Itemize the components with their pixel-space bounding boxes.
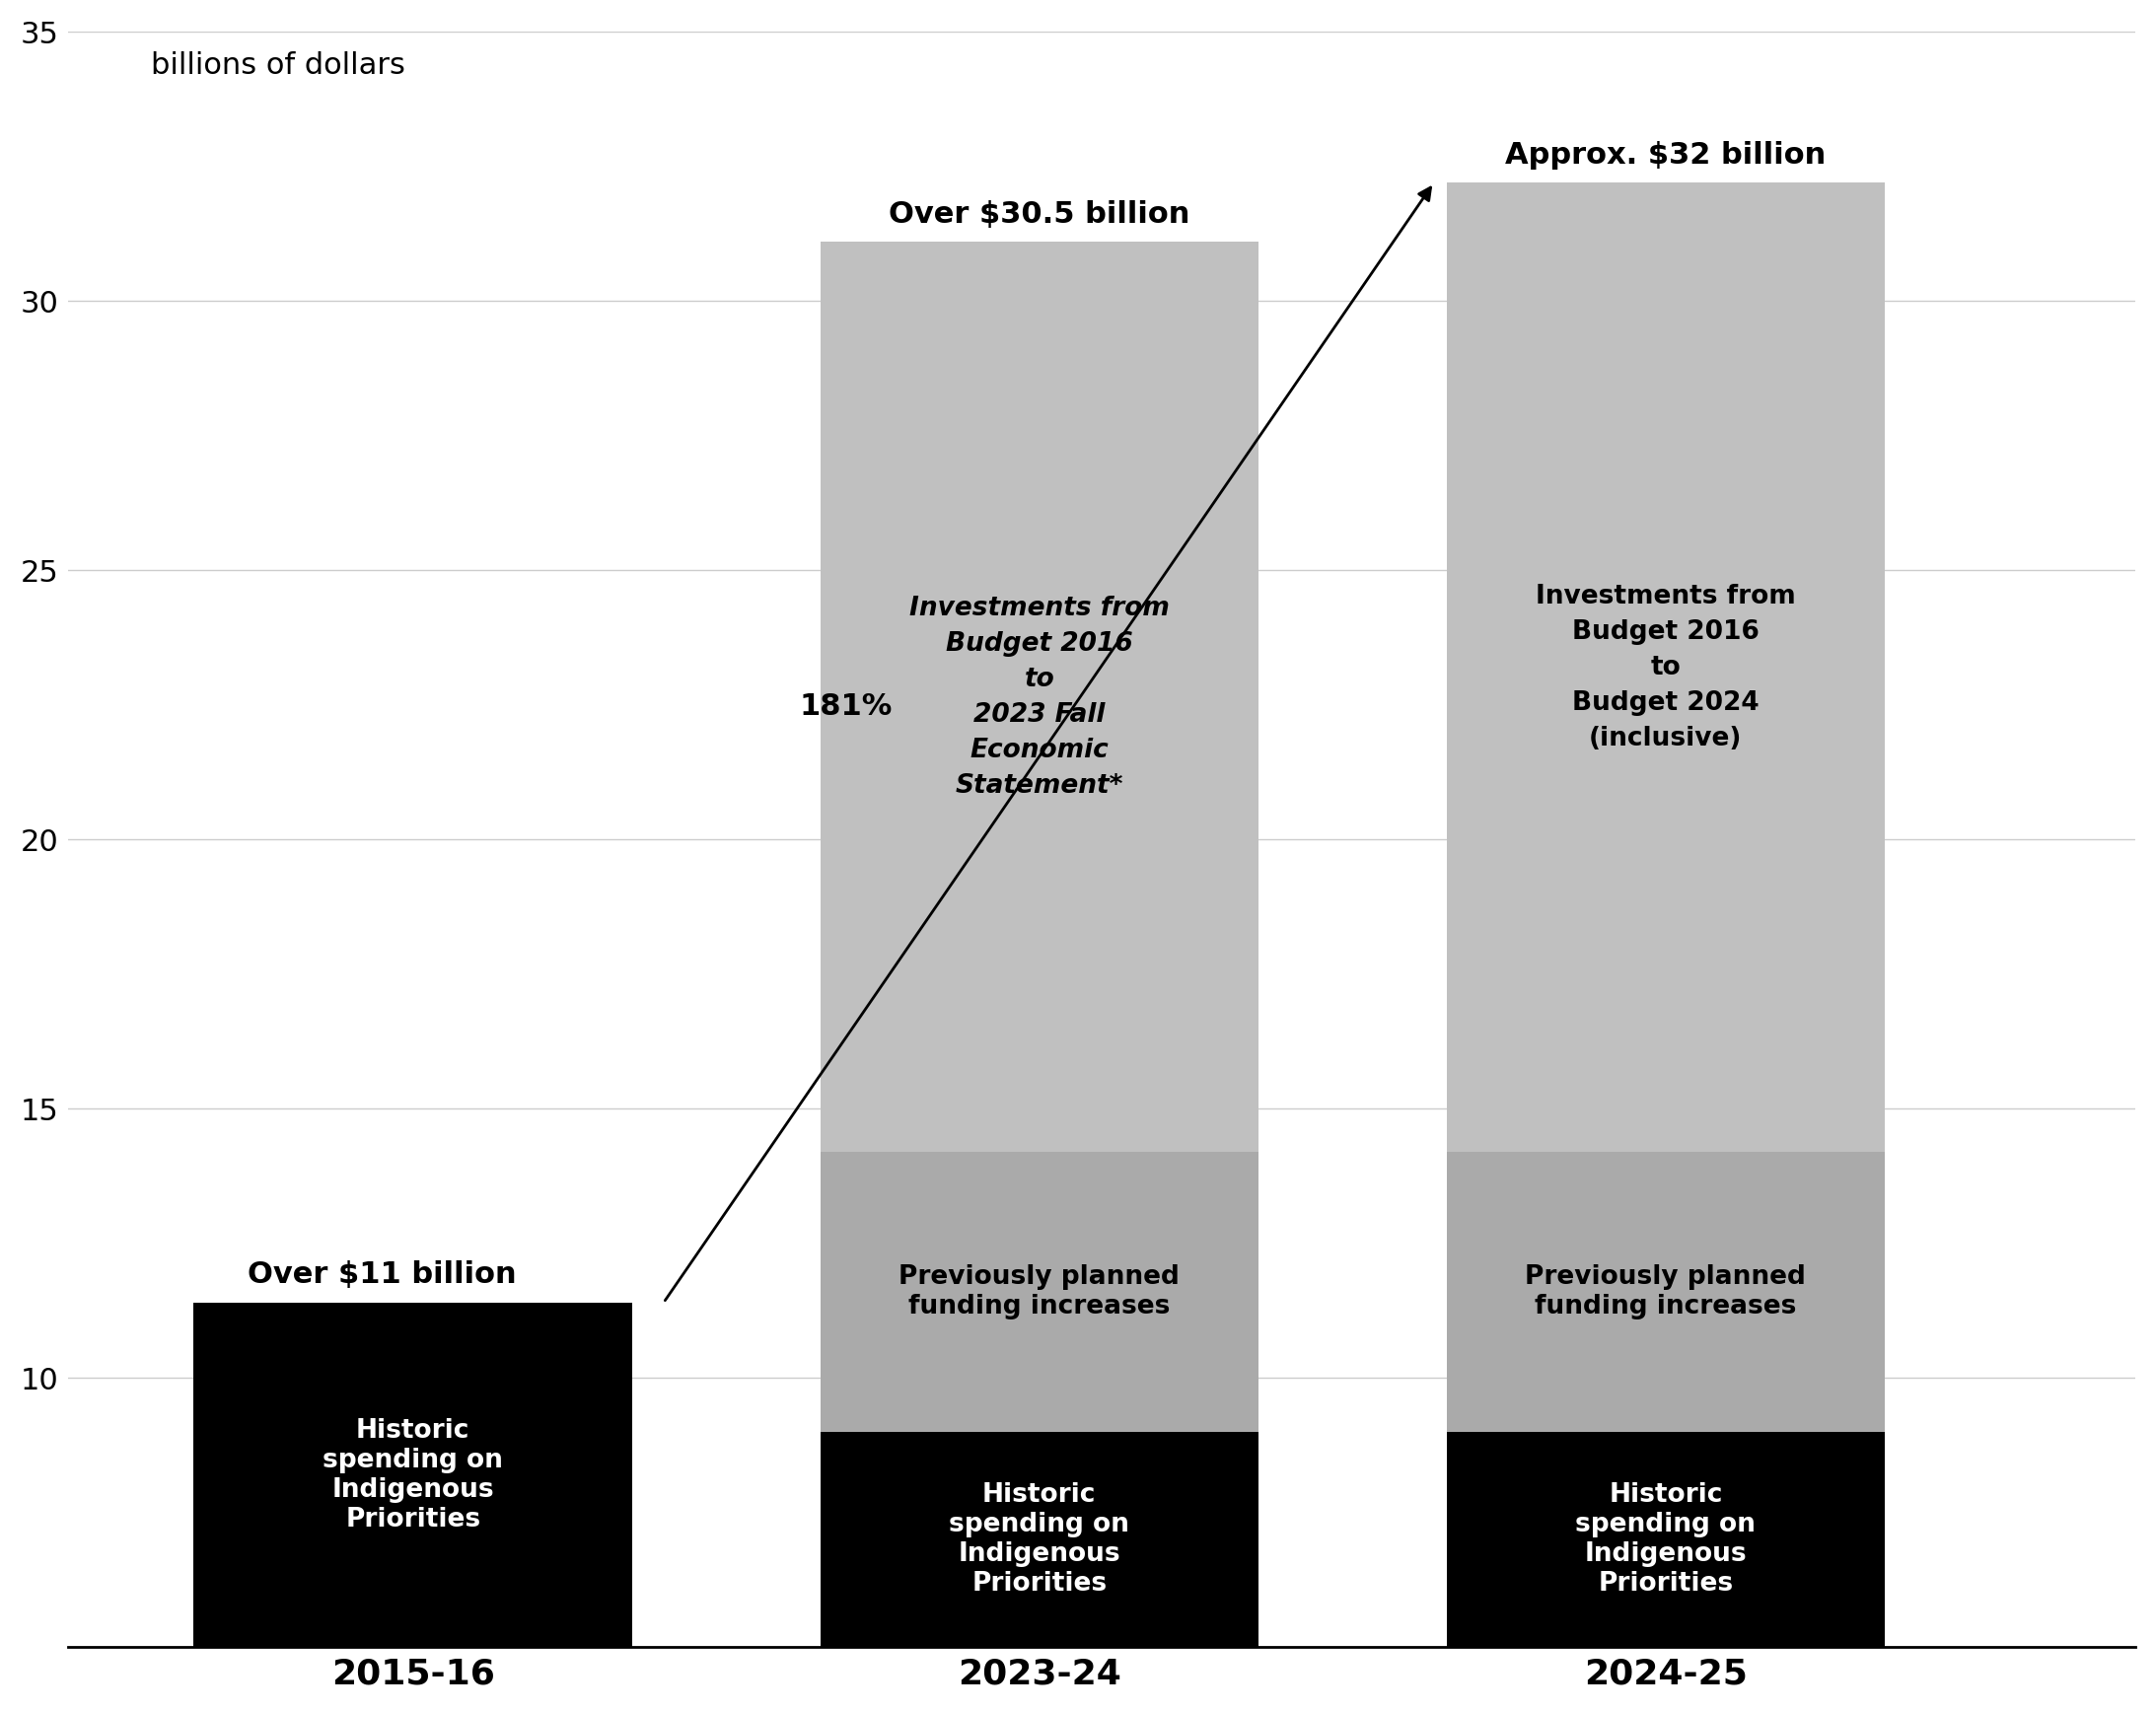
Text: Investments from
Budget 2016
to
Budget 2024
(inclusive): Investments from Budget 2016 to Budget 2… [1535,583,1796,751]
Bar [819,1152,1259,1432]
Text: billions of dollars: billions of dollars [151,51,405,80]
Bar [1447,1432,1884,1648]
Text: 181%: 181% [800,693,893,720]
Text: Historic
spending on
Indigenous
Priorities: Historic spending on Indigenous Prioriti… [1576,1482,1755,1596]
Text: Over $11 billion: Over $11 billion [248,1261,515,1290]
Bar [819,241,1259,1152]
Bar [1447,183,1884,1152]
Text: Previously planned
funding increases: Previously planned funding increases [899,1264,1179,1319]
Bar [819,1432,1259,1648]
Bar [1447,1152,1884,1432]
Bar [194,1302,632,1648]
Text: Approx. $32 billion: Approx. $32 billion [1505,140,1826,169]
Text: Investments from
Budget 2016
to
2023 Fall
Economic
Statement*: Investments from Budget 2016 to 2023 Fal… [910,595,1169,799]
Text: Over $30.5 billion: Over $30.5 billion [888,200,1190,229]
Text: Historic
spending on
Indigenous
Priorities: Historic spending on Indigenous Prioriti… [949,1482,1130,1596]
Text: Historic
spending on
Indigenous
Priorities: Historic spending on Indigenous Prioriti… [323,1418,502,1533]
Text: Previously planned
funding increases: Previously planned funding increases [1524,1264,1807,1319]
